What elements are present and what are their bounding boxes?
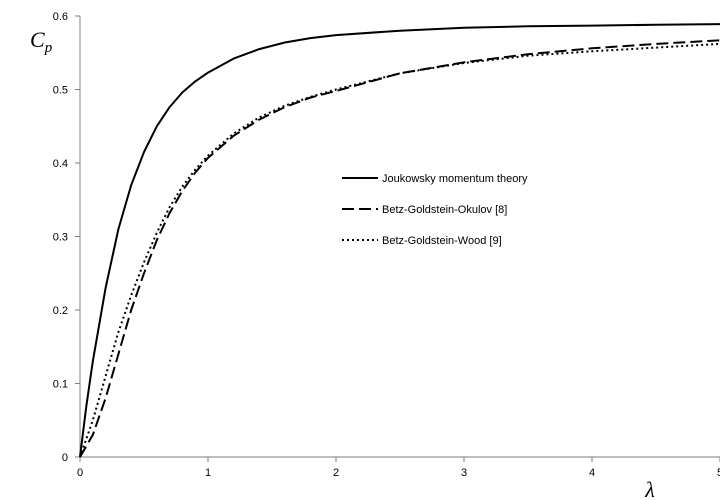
legend-label: Joukowsky momentum theory bbox=[382, 173, 528, 185]
y-tick-label: 0.2 bbox=[53, 305, 68, 317]
y-tick-label: 0.5 bbox=[53, 85, 68, 97]
ticks: 0 0.1 0.2 0.3 0.4 0.5 0.6 0 1 2 3 4 5 bbox=[53, 11, 720, 479]
y-axis-title-subscript: p bbox=[44, 40, 53, 56]
series-line-solid bbox=[79, 23, 720, 458]
legend-label: Betz-Goldstein-Wood [9] bbox=[382, 235, 502, 247]
y-tick-label: 0.3 bbox=[53, 232, 68, 244]
legend-label: Betz-Goldstein-Okulov [8] bbox=[382, 204, 507, 216]
series-line-dashed bbox=[79, 39, 720, 458]
y-tick-label: 0.1 bbox=[53, 379, 68, 391]
y-tick-label: 0 bbox=[62, 452, 68, 464]
x-tick-label: 1 bbox=[205, 467, 211, 479]
x-tick-label: 3 bbox=[461, 467, 467, 479]
y-axis-title-main: C bbox=[30, 27, 45, 52]
x-tick-label: 2 bbox=[333, 467, 339, 479]
y-tick-label: 0.4 bbox=[53, 158, 68, 170]
x-tick-label: 5 bbox=[717, 467, 720, 479]
x-axis-title: λ bbox=[644, 477, 655, 500]
x-tick-label: 4 bbox=[589, 467, 595, 479]
x-tick-label: 0 bbox=[77, 467, 83, 479]
series-layer bbox=[79, 23, 720, 458]
y-axis-title: Cp bbox=[30, 27, 53, 56]
y-tick-label: 0.6 bbox=[53, 11, 68, 23]
legend: Joukowsky momentum theory Betz-Goldstein-… bbox=[342, 173, 528, 247]
series-line-dotted bbox=[79, 42, 720, 458]
